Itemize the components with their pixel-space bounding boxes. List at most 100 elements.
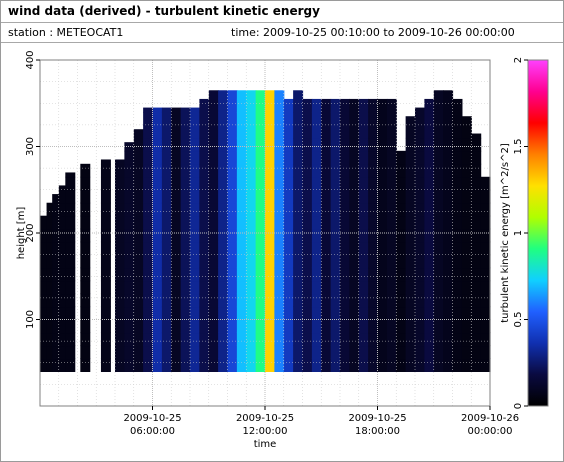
heatmap-cell [396, 319, 407, 334]
heatmap-cell [424, 124, 435, 139]
heatmap-cell [227, 345, 238, 360]
heatmap-cell [100, 215, 111, 230]
heatmap-cell [283, 111, 294, 126]
heatmap-cell [480, 332, 491, 347]
heatmap-cell [40, 358, 50, 372]
heatmap-cell [124, 228, 135, 243]
heatmap-cell [190, 254, 200, 269]
heatmap-cell [46, 306, 57, 321]
heatmap-cell [180, 306, 191, 321]
heatmap-cell [208, 254, 219, 269]
heatmap-cell [52, 267, 63, 282]
heatmap-cell [80, 228, 91, 243]
heatmap-cell [65, 202, 76, 217]
heatmap-cell [443, 111, 454, 126]
heatmap-cell [246, 124, 257, 139]
heatmap-cell [246, 332, 257, 347]
heatmap-cell [424, 241, 435, 256]
heatmap-cell [424, 137, 435, 152]
heatmap-cell [236, 215, 247, 230]
heatmap-cell [443, 267, 454, 282]
heatmap-cell [386, 332, 397, 347]
heatmap-cell [311, 345, 322, 360]
heatmap-cell [424, 332, 435, 347]
heatmap-cell [321, 215, 332, 230]
heatmap-cell [311, 254, 322, 269]
heatmap-cell [161, 137, 172, 152]
heatmap-cell [293, 241, 304, 256]
heatmap-cell [143, 267, 154, 282]
heatmap-cell [65, 332, 76, 347]
heatmap-cell [396, 267, 407, 282]
heatmap-cell [461, 124, 472, 139]
heatmap-cell [190, 319, 200, 334]
heatmap-cell [471, 241, 482, 256]
heatmap-cell [330, 163, 341, 178]
heatmap-cell [80, 280, 91, 295]
heatmap-cell [199, 293, 210, 308]
heatmap-cell [161, 111, 172, 126]
heatmap-cell [349, 124, 360, 139]
heatmap-cell [433, 241, 444, 256]
heatmap-cell [330, 176, 341, 191]
heatmap-cell [293, 228, 304, 243]
heatmap-cell [115, 241, 125, 256]
heatmap-cell [452, 306, 463, 321]
heatmap-cell [143, 215, 154, 230]
heatmap-cell [171, 293, 182, 308]
heatmap-cell [80, 254, 91, 269]
heatmap-cell [302, 98, 313, 113]
heatmap-cell [208, 345, 219, 360]
heatmap-cell [424, 280, 435, 295]
heatmap-cell [199, 358, 210, 372]
heatmap-cell [415, 150, 425, 165]
heatmap-cell [405, 124, 416, 139]
heatmap-cell [311, 280, 322, 295]
heatmap-cell [236, 90, 247, 100]
heatmap-cell [246, 176, 257, 191]
heatmap-cell [330, 319, 341, 334]
heatmap-cell [246, 90, 257, 100]
heatmap-cell [143, 319, 154, 334]
heatmap-cell [443, 345, 454, 360]
heatmap-cell [143, 345, 154, 360]
heatmap-cell [124, 241, 135, 256]
heatmap-cell [349, 202, 360, 217]
heatmap-cell [415, 137, 425, 152]
colorbar-label: turbulent kinetic energy [m^2/s^2] [500, 143, 511, 323]
heatmap-cell [199, 241, 210, 256]
heatmap-cell [396, 150, 407, 165]
heatmap-cell [405, 150, 416, 165]
heatmap-cell [433, 215, 444, 230]
heatmap-cell [274, 267, 285, 282]
heatmap-cell [415, 319, 425, 334]
heatmap-cell [133, 306, 144, 321]
heatmap-cell [443, 293, 454, 308]
heatmap-cell [283, 98, 294, 113]
heatmap-cell [283, 163, 294, 178]
heatmap-cell [452, 319, 463, 334]
heatmap-cell [377, 241, 388, 256]
heatmap-cell [283, 332, 294, 347]
heatmap-cell [133, 137, 144, 152]
heatmap-cell [415, 241, 425, 256]
heatmap-cell [40, 280, 50, 295]
heatmap-cell [433, 111, 444, 126]
heatmap-cell [255, 319, 266, 334]
heatmap-cell [133, 150, 144, 165]
heatmap-cell [358, 137, 369, 152]
heatmap-cell [480, 176, 491, 191]
heatmap-cell [424, 202, 435, 217]
heatmap-cell [349, 332, 360, 347]
heatmap-cell [433, 345, 444, 360]
heatmap-cell [452, 345, 463, 360]
heatmap-cell [265, 111, 275, 126]
heatmap-cell [171, 319, 182, 334]
heatmap-cell [311, 293, 322, 308]
heatmap-cell [368, 124, 379, 139]
heatmap-cell [143, 150, 154, 165]
heatmap-cell [349, 293, 360, 308]
heatmap-cell [283, 176, 294, 191]
heatmap-cell [227, 332, 238, 347]
heatmap-cell [302, 176, 313, 191]
